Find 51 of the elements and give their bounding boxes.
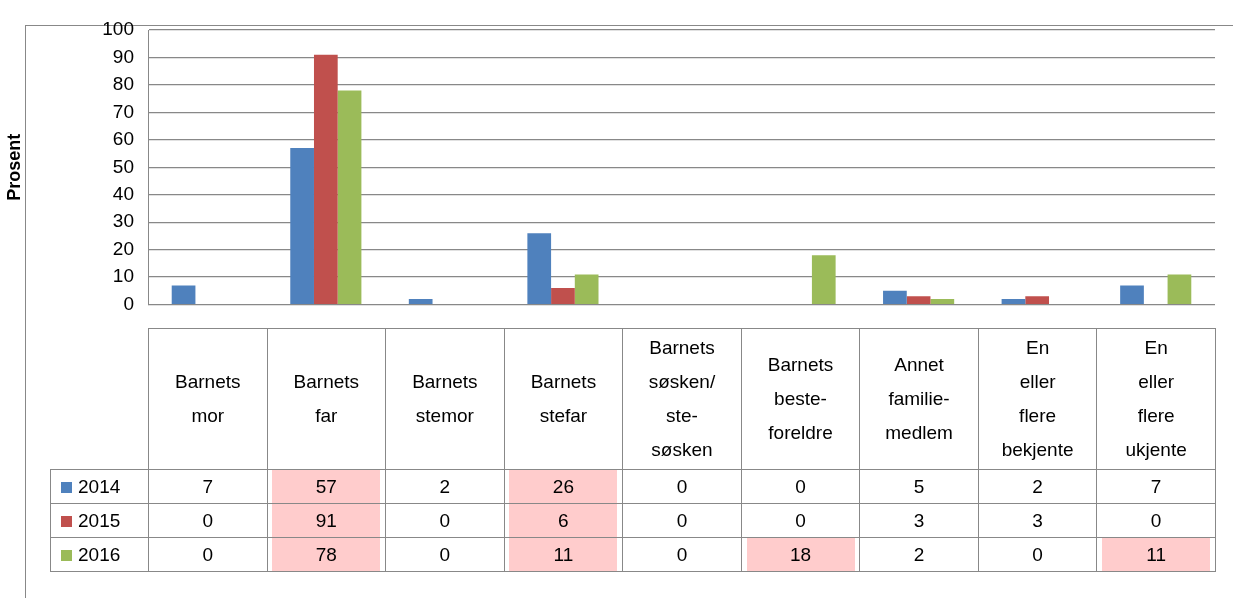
data-label: 3 — [1032, 509, 1043, 531]
legend-label: 2014 — [50, 469, 149, 504]
data-label: 5 — [913, 475, 925, 497]
x-tick-label: Barnets mor — [148, 328, 268, 470]
data-label: 7 — [202, 475, 214, 497]
legend-label: 2016 — [50, 537, 149, 572]
data-label: 0 — [439, 543, 451, 565]
y-tick-label: 0 — [123, 292, 134, 314]
x-tick-label: Barnets stemor — [385, 328, 505, 470]
data-label: 57 — [272, 470, 381, 503]
x-tick-label: En eller flere ukjente — [1096, 328, 1216, 470]
data-label: 2 — [439, 475, 451, 497]
x-tick-label: Barnets stefar — [504, 328, 623, 470]
data-label: 0 — [795, 509, 806, 531]
y-tick-label: 70 — [112, 100, 134, 122]
legend-label: 2015 — [50, 503, 149, 538]
data-label: 0 — [676, 475, 688, 497]
y-tick-label: 10 — [112, 265, 134, 287]
data-label: 6 — [509, 504, 618, 537]
data-label: 0 — [676, 543, 688, 565]
x-tick-label: Barnets søsken/ ste- søsken — [622, 328, 742, 470]
y-tick-label: 50 — [112, 155, 134, 177]
x-tick-label: Annet familie- medlem — [859, 328, 979, 470]
x-tick-label: En eller flere bekjente — [978, 328, 1097, 470]
data-label: 11 — [509, 538, 618, 571]
data-label: 3 — [913, 509, 925, 531]
y-tick-label: 100 — [102, 18, 134, 40]
data-label: 78 — [272, 538, 381, 571]
data-label: 26 — [509, 470, 618, 503]
data-label: 7 — [1150, 475, 1162, 497]
data-label: 18 — [746, 538, 855, 571]
x-tick-label: Barnets beste- foreldre — [741, 328, 860, 470]
data-label: 11 — [1102, 538, 1211, 571]
y-tick-label: 80 — [112, 73, 134, 95]
y-tick-label: 90 — [112, 45, 134, 67]
data-label: 0 — [202, 509, 214, 531]
data-label: 2 — [913, 543, 925, 565]
x-tick-label: Barnets far — [267, 328, 386, 470]
y-axis-title: Prosent — [3, 133, 24, 201]
data-label: 2 — [1032, 475, 1043, 497]
y-tick-label: 20 — [112, 237, 134, 259]
data-label: 0 — [1150, 509, 1162, 531]
data-label: 0 — [202, 543, 214, 565]
data-label: 0 — [1032, 543, 1043, 565]
y-tick-label: 30 — [112, 210, 134, 232]
data-label: 0 — [795, 475, 806, 497]
data-label: 91 — [272, 504, 381, 537]
y-tick-label: 40 — [112, 182, 134, 204]
data-label: 0 — [439, 509, 451, 531]
data-label: 0 — [676, 509, 688, 531]
y-tick-label: 60 — [112, 128, 134, 150]
